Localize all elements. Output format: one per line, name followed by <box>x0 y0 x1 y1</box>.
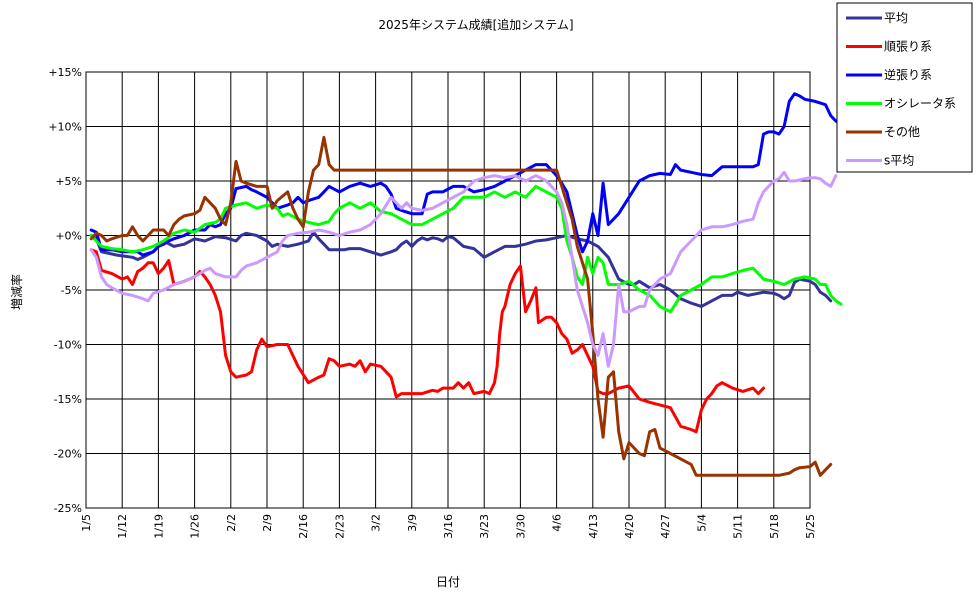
y-tick-label: +0% <box>55 230 82 243</box>
x-tick-label: 5/18 <box>768 514 781 539</box>
legend-label: 逆張り系 <box>884 67 932 82</box>
x-tick-label: 2/16 <box>297 514 310 539</box>
y-tick-label: +10% <box>48 121 82 134</box>
y-tick-label: -5% <box>61 284 82 297</box>
plot-area <box>85 71 811 509</box>
legend-label: 平均 <box>884 11 908 25</box>
x-tick-label: 2/9 <box>261 514 274 532</box>
x-axis-label: 日付 <box>436 575 460 589</box>
series-lines <box>89 92 843 477</box>
legend-label: 順張り系 <box>884 40 932 54</box>
legend-label: オシレータ系 <box>884 97 956 111</box>
x-tick-label: 3/2 <box>370 514 383 532</box>
x-tick-label: 5/4 <box>695 514 708 532</box>
y-axis-ticks: +15% +10% +5% +0% -5% -10% -15% -20% -25% <box>48 66 82 515</box>
legend-label: その他 <box>884 125 920 139</box>
y-tick-label: +5% <box>55 175 82 188</box>
y-axis-label: 増減率 <box>9 274 24 310</box>
x-tick-label: 2/2 <box>225 514 238 532</box>
x-tick-label: 5/25 <box>804 514 817 539</box>
grid-lines <box>85 71 811 509</box>
x-tick-label: 1/12 <box>116 514 129 539</box>
chart-title: 2025年システム成績[追加システム] <box>378 17 573 32</box>
x-tick-label: 3/23 <box>478 514 491 539</box>
series-line-4 <box>89 184 843 314</box>
y-tick-label: -20% <box>54 448 82 461</box>
y-tick-label: +15% <box>48 66 82 79</box>
x-tick-label: 4/27 <box>659 514 672 539</box>
x-tick-label: 1/5 <box>80 514 93 532</box>
x-tick-label: 3/30 <box>514 514 527 539</box>
x-tick-label: 5/11 <box>732 514 745 539</box>
x-tick-label: 4/6 <box>551 514 564 532</box>
y-tick-label: -25% <box>54 502 82 515</box>
legend-label: s平均 <box>884 154 914 168</box>
series-line-1 <box>89 230 833 308</box>
x-tick-label: 2/23 <box>333 514 346 539</box>
x-tick-label: 4/13 <box>587 514 600 539</box>
series-line-6 <box>89 170 838 368</box>
series-line-3 <box>89 92 843 257</box>
x-tick-label: 4/20 <box>623 514 636 539</box>
series-line-5 <box>89 135 833 477</box>
legend-box <box>836 2 973 173</box>
x-axis-ticks: 1/5 1/12 1/19 1/26 2/2 2/9 2/16 2/23 3/2 3/9 3/16 3… <box>80 514 817 539</box>
x-tick-label: 3/9 <box>406 514 419 532</box>
y-tick-label: -15% <box>54 393 82 406</box>
x-tick-label: 1/26 <box>189 514 202 539</box>
x-tick-label: 1/19 <box>152 514 165 539</box>
y-tick-label: -10% <box>54 339 82 352</box>
x-tick-label: 3/16 <box>442 514 455 539</box>
